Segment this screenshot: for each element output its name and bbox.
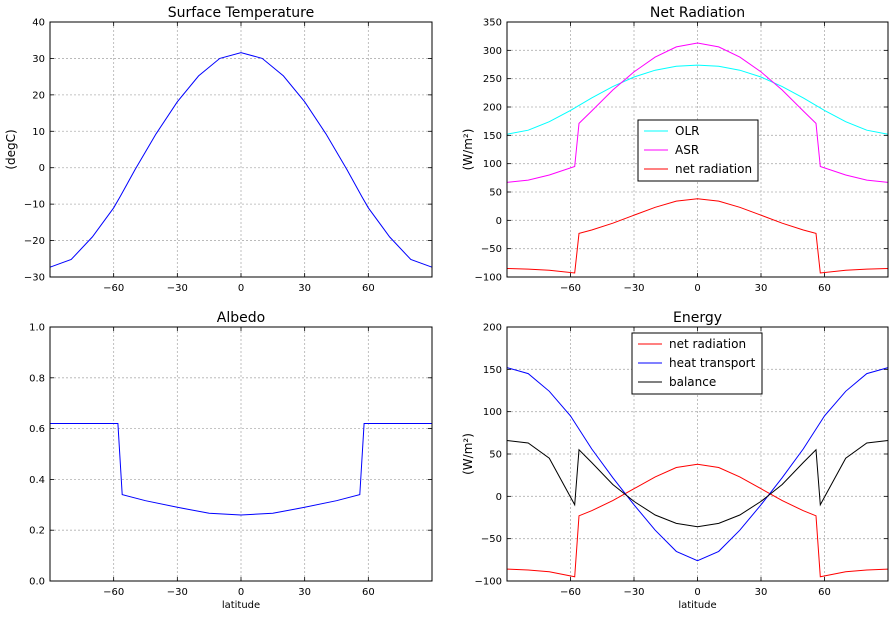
y-tick-label: 0.8 <box>29 373 45 384</box>
y-tick-label: 200 <box>483 103 502 114</box>
x-tick-label: 0 <box>238 283 244 294</box>
chart-title: Energy <box>673 310 722 326</box>
y-tick-label: −100 <box>475 273 502 284</box>
x-tick-label: −30 <box>623 587 644 598</box>
panel-1: −60 −30 0 30 60 −100 −50 0 50 100 150 200 250 300 350 N… <box>461 5 889 294</box>
y-axis-label: (W/m²) <box>461 433 475 475</box>
x-tick-label: −60 <box>560 587 581 598</box>
y-tick-label: −10 <box>24 200 45 211</box>
legend: net radiation heat transport balance <box>631 332 763 395</box>
chart-title: Net Radiation <box>650 5 745 21</box>
x-axis-label: latitude <box>222 600 260 611</box>
x-tick-label: −60 <box>103 283 124 294</box>
y-tick-label: 250 <box>483 74 502 85</box>
x-tick-label: 30 <box>755 587 768 598</box>
y-tick-label: 150 <box>483 365 502 376</box>
legend-label: ASR <box>675 143 699 157</box>
x-tick-label: 0 <box>238 587 244 598</box>
x-tick-label: −30 <box>167 283 188 294</box>
legend: OLR ASR net radiation <box>637 119 759 182</box>
y-tick-label: −20 <box>24 236 45 247</box>
x-tick-label: 30 <box>755 283 768 294</box>
series-balance-line <box>506 440 889 528</box>
legend-label: net radiation <box>669 337 746 351</box>
y-tick-label: 150 <box>483 131 502 142</box>
series-line-line <box>50 423 432 516</box>
y-tick-label: 100 <box>483 407 502 418</box>
y-tick-label: −50 <box>481 534 502 545</box>
legend-label: net radiation <box>675 162 752 176</box>
chart-title: Surface Temperature <box>168 5 314 21</box>
x-tick-label: −60 <box>103 587 124 598</box>
y-axis-label: (W/m²) <box>461 129 475 171</box>
x-tick-label: 30 <box>298 587 311 598</box>
series-heat-transport-line <box>506 367 889 562</box>
x-tick-label: 60 <box>362 283 375 294</box>
y-tick-label: 0.6 <box>29 424 45 435</box>
series-OLR-line <box>506 64 889 135</box>
chart-title: Albedo <box>217 310 265 326</box>
y-tick-label: 0.2 <box>29 526 45 537</box>
x-tick-label: −30 <box>623 283 644 294</box>
y-tick-label: 20 <box>32 90 45 101</box>
x-tick-label: 60 <box>362 587 375 598</box>
x-tick-label: 30 <box>298 283 311 294</box>
y-tick-label: −50 <box>481 244 502 255</box>
y-tick-label: 0.0 <box>29 577 45 588</box>
y-tick-label: 0 <box>39 163 45 174</box>
panel-0: −60 −30 0 30 60 −30 −20 −10 0 10 20 30 40 Surface Tem… <box>4 5 433 294</box>
y-tick-label: −30 <box>24 273 45 284</box>
x-tick-label: −60 <box>560 283 581 294</box>
y-tick-label: 0 <box>496 216 502 227</box>
y-axis-label: (degC) <box>4 129 18 169</box>
series-line-line <box>49 52 433 268</box>
x-tick-label: 0 <box>694 587 700 598</box>
y-tick-label: 0 <box>496 492 502 503</box>
x-tick-label: 60 <box>818 283 831 294</box>
x-tick-label: 0 <box>694 283 700 294</box>
panel-3: −60 −30 0 30 60 −100 −50 0 50 100 150 200 Energy (W/m… <box>461 310 889 611</box>
y-tick-label: 0.4 <box>29 475 45 486</box>
y-tick-label: 40 <box>32 18 45 29</box>
y-tick-label: 10 <box>32 127 45 138</box>
y-tick-label: 50 <box>489 450 502 461</box>
y-tick-label: 100 <box>483 159 502 170</box>
legend-label: balance <box>669 375 716 389</box>
x-tick-label: 60 <box>818 587 831 598</box>
legend-label: heat transport <box>669 356 756 370</box>
y-tick-label: 300 <box>483 46 502 57</box>
plot-frame <box>49 326 433 582</box>
y-tick-label: 350 <box>483 18 502 29</box>
y-tick-label: 200 <box>483 323 502 334</box>
panel-2: −60 −30 0 30 60 0.0 0.2 0.4 0.6 0.8 1.0 Albedo latit… <box>29 310 433 611</box>
y-tick-label: −100 <box>475 577 502 588</box>
y-tick-label: 30 <box>32 54 45 65</box>
series-ASR-line <box>506 42 889 183</box>
x-axis-label: latitude <box>678 600 716 611</box>
series-net-radiation-line <box>506 198 889 274</box>
x-tick-label: −30 <box>167 587 188 598</box>
series-net-radiation-line <box>506 463 889 578</box>
y-tick-label: 50 <box>489 188 502 199</box>
y-tick-label: 1.0 <box>29 323 45 334</box>
legend-label: OLR <box>675 124 699 138</box>
